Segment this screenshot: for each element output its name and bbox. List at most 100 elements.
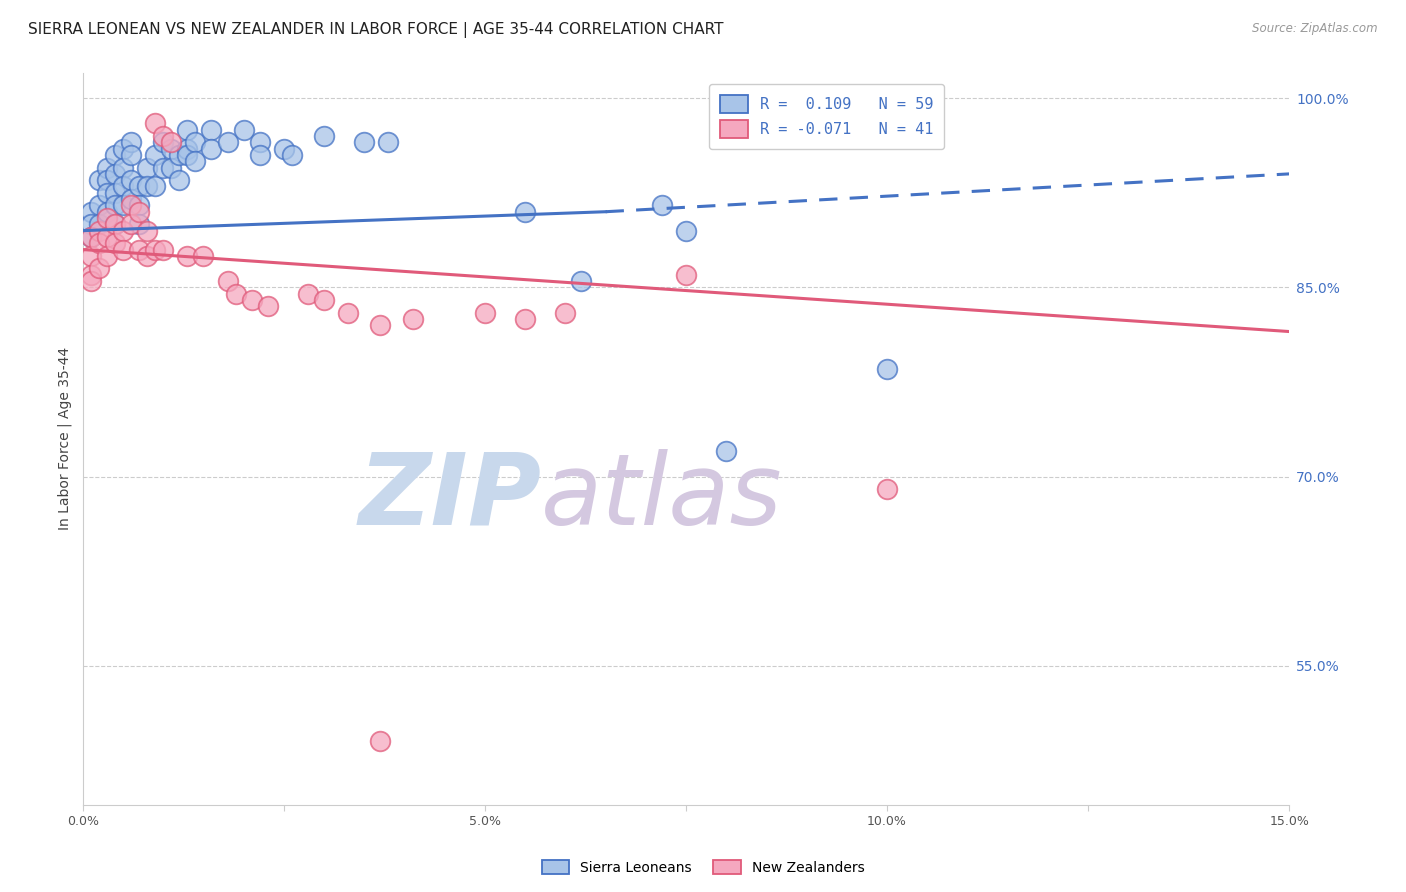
Point <box>80 268 103 282</box>
Point <box>200 142 222 156</box>
Point <box>232 122 254 136</box>
Point <box>104 236 127 251</box>
Point <box>401 312 423 326</box>
Point <box>273 142 295 156</box>
Point <box>184 154 207 169</box>
Point <box>104 217 127 231</box>
Point <box>87 224 110 238</box>
Point <box>104 167 127 181</box>
Point <box>240 293 263 307</box>
Point <box>96 230 118 244</box>
Point <box>143 179 166 194</box>
Point <box>249 148 271 162</box>
Point <box>571 274 593 288</box>
Point <box>217 136 239 150</box>
Point <box>312 129 335 144</box>
Point <box>337 305 360 319</box>
Text: atlas: atlas <box>541 449 783 546</box>
Point <box>120 136 142 150</box>
Y-axis label: In Labor Force | Age 35-44: In Labor Force | Age 35-44 <box>58 347 72 531</box>
Point <box>716 444 738 458</box>
Point <box>193 249 215 263</box>
Point <box>96 204 118 219</box>
Point <box>87 236 110 251</box>
Point <box>96 211 118 225</box>
Point <box>143 243 166 257</box>
Point <box>200 122 222 136</box>
Point <box>111 243 134 257</box>
Point <box>136 224 159 238</box>
Point <box>651 198 673 212</box>
Point <box>353 136 375 150</box>
Point <box>143 148 166 162</box>
Point <box>217 274 239 288</box>
Point <box>111 161 134 175</box>
Point <box>80 230 103 244</box>
Legend: Sierra Leoneans, New Zealanders: Sierra Leoneans, New Zealanders <box>536 855 870 880</box>
Point <box>515 204 537 219</box>
Point <box>104 186 127 200</box>
Point <box>104 198 127 212</box>
Point <box>160 136 183 150</box>
Point <box>96 186 118 200</box>
Point <box>152 161 174 175</box>
Point <box>675 224 697 238</box>
Point <box>120 148 142 162</box>
Point <box>104 148 127 162</box>
Point <box>136 249 159 263</box>
Point <box>120 198 142 212</box>
Point <box>96 173 118 187</box>
Point <box>176 249 198 263</box>
Point <box>143 116 166 130</box>
Point <box>675 268 697 282</box>
Point <box>136 161 159 175</box>
Point <box>80 217 103 231</box>
Point <box>96 161 118 175</box>
Point <box>111 198 134 212</box>
Point <box>120 173 142 187</box>
Point <box>87 198 110 212</box>
Point <box>377 136 399 150</box>
Point <box>281 148 304 162</box>
Point <box>160 142 183 156</box>
Point <box>169 148 191 162</box>
Point <box>111 179 134 194</box>
Point <box>256 299 278 313</box>
Point <box>176 148 198 162</box>
Point <box>104 217 127 231</box>
Point <box>225 286 247 301</box>
Point <box>80 274 103 288</box>
Point <box>80 204 103 219</box>
Point <box>474 305 496 319</box>
Point <box>96 249 118 263</box>
Point <box>176 122 198 136</box>
Point <box>184 136 207 150</box>
Legend: R =  0.109   N = 59, R = -0.071   N = 41: R = 0.109 N = 59, R = -0.071 N = 41 <box>709 84 943 149</box>
Point <box>128 179 150 194</box>
Point <box>128 243 150 257</box>
Point <box>120 217 142 231</box>
Point <box>87 261 110 276</box>
Point <box>136 179 159 194</box>
Point <box>87 217 110 231</box>
Point <box>152 129 174 144</box>
Point <box>152 243 174 257</box>
Point <box>249 136 271 150</box>
Point <box>370 734 392 748</box>
Point <box>128 198 150 212</box>
Point <box>111 224 134 238</box>
Point <box>160 161 183 175</box>
Point <box>297 286 319 301</box>
Point <box>876 362 898 376</box>
Point <box>370 318 392 333</box>
Point <box>120 192 142 206</box>
Point <box>128 204 150 219</box>
Point <box>176 142 198 156</box>
Point <box>87 173 110 187</box>
Point <box>169 173 191 187</box>
Point <box>312 293 335 307</box>
Text: SIERRA LEONEAN VS NEW ZEALANDER IN LABOR FORCE | AGE 35-44 CORRELATION CHART: SIERRA LEONEAN VS NEW ZEALANDER IN LABOR… <box>28 22 724 38</box>
Point <box>80 249 103 263</box>
Point <box>515 312 537 326</box>
Point <box>111 142 134 156</box>
